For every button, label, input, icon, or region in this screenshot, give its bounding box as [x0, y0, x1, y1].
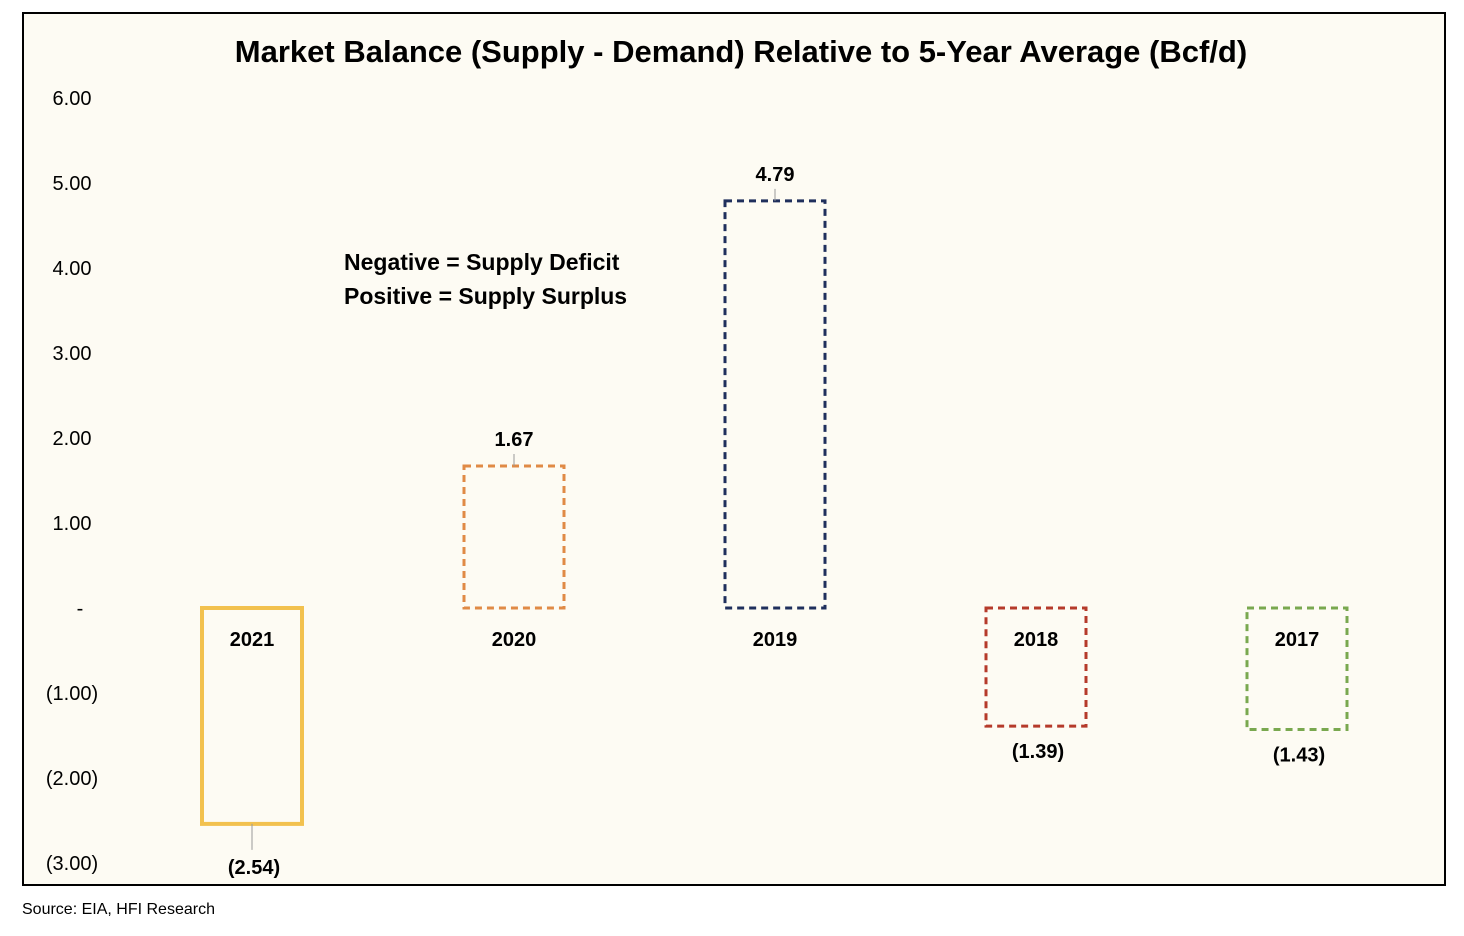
y-axis-tick-labels: 6.00 5.00 4.00 3.00 2.00 1.00 - (1.00) (2.00) (3.…	[46, 88, 98, 875]
y-tick-label: 5.00	[53, 173, 92, 195]
bar-2018	[984, 606, 1088, 728]
chart-title: Market Balance (Supply - Demand) Relativ…	[235, 34, 1247, 69]
y-tick-label: (3.00)	[46, 853, 98, 875]
data-label: (2.54)	[228, 857, 280, 879]
category-label: 2020	[492, 629, 537, 651]
y-tick-label: 3.00	[53, 343, 92, 365]
data-label: (1.39)	[1012, 741, 1064, 763]
y-tick-label: 4.00	[53, 258, 92, 280]
annotation-line: Negative = Supply Deficit	[344, 249, 620, 275]
annotation-line: Positive = Supply Surplus	[344, 283, 627, 309]
y-tick-label: 1.00	[53, 513, 92, 535]
data-label: 4.79	[756, 164, 795, 186]
category-label: 2019	[753, 629, 798, 651]
bar-2017	[1245, 606, 1349, 732]
annotation: Negative = Supply Deficit Positive = Supp…	[344, 249, 627, 309]
category-label: 2021	[230, 629, 275, 651]
chart-plot: Market Balance (Supply - Demand) Relativ…	[46, 34, 1349, 879]
category-label: 2017	[1275, 629, 1320, 651]
chart-frame: Market Balance (Supply - Demand) Relativ…	[22, 12, 1446, 886]
bar-2019	[723, 199, 827, 610]
category-label: 2018	[1014, 629, 1059, 651]
y-tick-label: 6.00	[53, 88, 92, 110]
data-label: (1.43)	[1273, 745, 1325, 767]
y-tick-label: 2.00	[53, 428, 92, 450]
y-tick-label: (1.00)	[46, 683, 98, 705]
bar-2020	[462, 464, 566, 610]
bars: 2021 (2.54) 2020 1.67 2019 4.79 2018 (1.39) 2017…	[200, 164, 1349, 879]
data-label: 1.67	[495, 429, 534, 451]
source-note: Source: EIA, HFI Research	[22, 901, 215, 918]
y-tick-label: -	[77, 598, 84, 620]
y-tick-label: (2.00)	[46, 768, 98, 790]
